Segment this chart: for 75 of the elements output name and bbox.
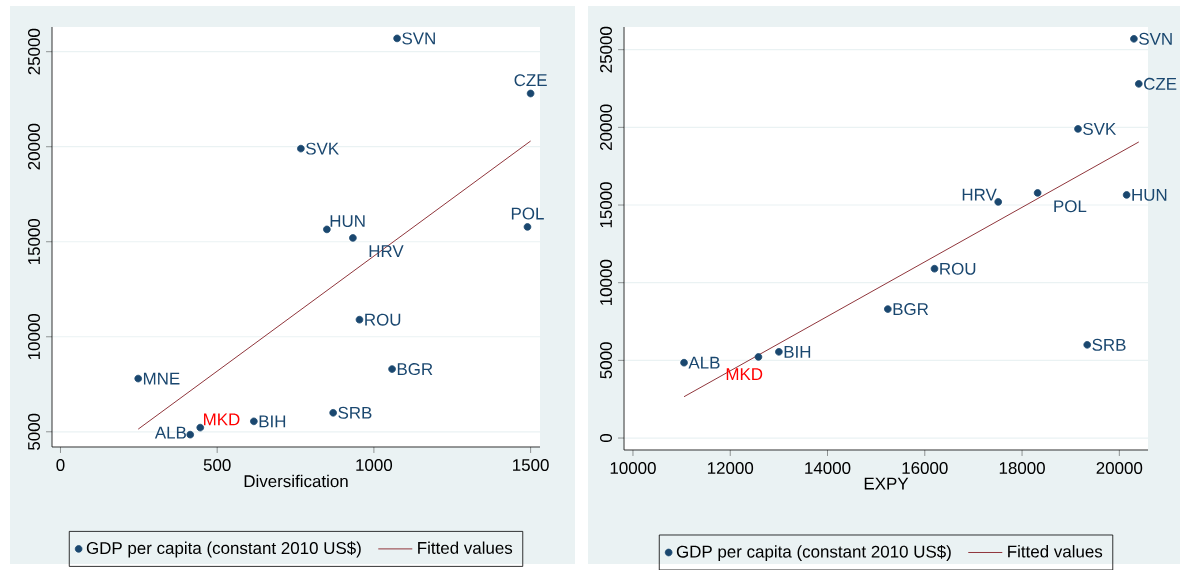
annotation: POL xyxy=(511,207,544,220)
legend-label: Fitted values xyxy=(1008,545,1103,558)
y-tick-label: 15000 xyxy=(28,218,40,265)
legend-label: GDP per capita (constant 2010 US$) xyxy=(676,544,951,561)
point xyxy=(884,305,892,313)
x-tick-label: 1500 xyxy=(513,459,549,471)
point xyxy=(355,315,364,324)
annotation: HUN xyxy=(330,215,365,227)
annotation: SRB xyxy=(338,406,372,419)
point xyxy=(388,365,396,373)
y-tick-label: 0 xyxy=(600,434,612,443)
annotation: CZE xyxy=(1144,77,1177,90)
point xyxy=(1033,189,1042,197)
annotation: MNE xyxy=(143,372,180,385)
annotation: ROU xyxy=(940,262,976,275)
x-tick-label: 1000 xyxy=(356,459,393,471)
point xyxy=(323,225,331,234)
x-tick-label: 0 xyxy=(56,459,65,471)
x-tick-label: 10000 xyxy=(610,462,656,474)
legend-label: GDP per capita (constant 2010 US$) xyxy=(86,541,361,558)
annotation: SVK xyxy=(1083,122,1117,135)
point xyxy=(329,409,337,417)
annotation: BGR xyxy=(893,303,929,316)
annotation: SVN xyxy=(1139,32,1172,45)
point xyxy=(754,353,763,361)
annotation: BIH xyxy=(784,345,811,358)
annotation: ROU xyxy=(365,313,401,326)
point xyxy=(1074,125,1082,133)
x-tick-label: 500 xyxy=(203,459,231,471)
point xyxy=(930,264,939,273)
x-axis-title: Diversification xyxy=(244,474,348,488)
point xyxy=(349,234,357,242)
point xyxy=(526,89,535,98)
point xyxy=(297,144,305,153)
annotation: ALB xyxy=(154,426,186,439)
annotation: SVK xyxy=(306,142,339,155)
annotation: CZE xyxy=(514,74,547,87)
x-axis-title: EXPY xyxy=(864,477,909,490)
point xyxy=(1134,80,1143,88)
y-tick-label: 5000 xyxy=(600,342,612,379)
x-tick-label: 12000 xyxy=(707,462,754,474)
y-tick-label: 25000 xyxy=(600,26,612,73)
x-tick-label: 20000 xyxy=(1096,462,1143,474)
annotation: HRV xyxy=(962,188,997,201)
point xyxy=(523,223,532,231)
point xyxy=(393,34,401,43)
x-tick-label: 16000 xyxy=(902,462,948,474)
point xyxy=(186,430,195,439)
y-tick-label: 10000 xyxy=(28,313,40,360)
point xyxy=(1122,191,1131,199)
annotation: MKD xyxy=(204,413,240,426)
y-tick-label: 20000 xyxy=(600,104,612,151)
y-tick-label: 20000 xyxy=(28,123,40,170)
y-tick-label: 25000 xyxy=(28,28,40,75)
point xyxy=(1083,341,1092,349)
legend-label: Fitted values xyxy=(418,541,513,554)
annotation: ALB xyxy=(688,356,720,369)
annotation: BIH xyxy=(259,415,286,428)
point xyxy=(1130,35,1138,43)
x-tick-label: 18000 xyxy=(999,462,1045,474)
point xyxy=(250,417,258,426)
y-tick-label: 15000 xyxy=(600,182,612,228)
point xyxy=(775,348,783,356)
y-tick-label: 5000 xyxy=(28,413,40,450)
point xyxy=(680,358,688,367)
point xyxy=(196,423,205,432)
point xyxy=(134,374,142,383)
annotation: HUN xyxy=(1132,189,1167,201)
y-tick-label: 10000 xyxy=(600,259,612,305)
annotation: MKD xyxy=(726,368,763,380)
x-tick-label: 14000 xyxy=(805,462,851,474)
annotation: SVN xyxy=(402,32,435,45)
annotation: SRB xyxy=(1092,338,1126,351)
annotation: BGR xyxy=(397,363,433,376)
annotation: POL xyxy=(1054,200,1087,213)
